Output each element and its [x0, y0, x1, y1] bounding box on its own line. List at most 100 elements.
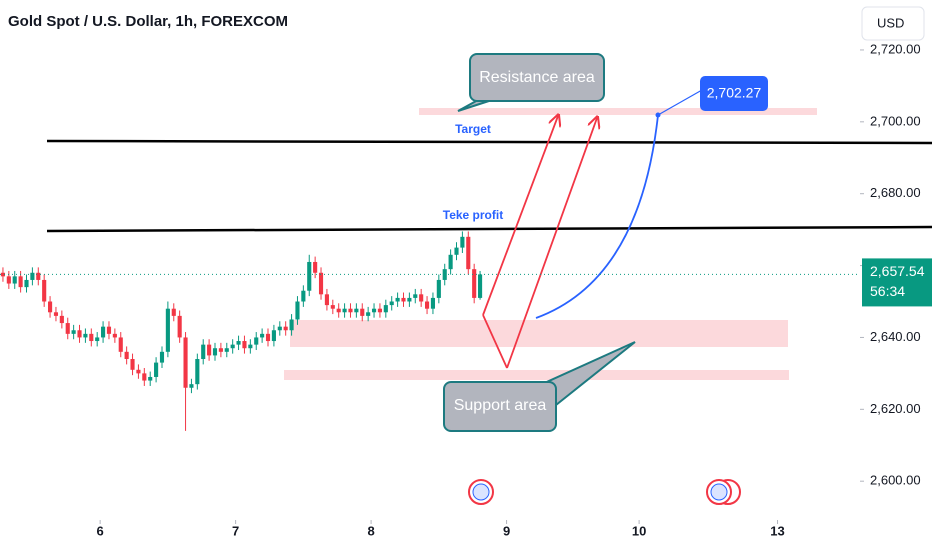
arrow [482, 314, 508, 369]
candle-body [53, 312, 59, 316]
candle-body [207, 344, 212, 356]
candle-body [83, 333, 88, 338]
candle-body [436, 279, 441, 298]
candle-body [430, 297, 436, 309]
candle-body [130, 359, 135, 370]
price-label: 2,702.27 [707, 85, 762, 101]
arrow [506, 118, 597, 369]
drawings [46, 108, 932, 380]
support-zone [284, 370, 789, 380]
y-tick-label: 2,700.00 [870, 113, 921, 128]
candle-body [478, 274, 483, 298]
candle-body [189, 384, 194, 388]
candle-body [377, 308, 382, 313]
x-tick-label: 7 [232, 523, 239, 538]
candle-body [159, 351, 165, 363]
candle-body [348, 308, 353, 313]
candle-body [260, 333, 265, 338]
level-line [46, 225, 932, 233]
callout [469, 53, 605, 102]
candle-body [301, 290, 306, 302]
y-tick-label: 2,720.00 [870, 41, 921, 56]
candle-body [401, 297, 406, 302]
candle-body [136, 369, 141, 374]
support-zone [290, 320, 788, 347]
candle-body [424, 301, 430, 309]
candle-body [295, 301, 300, 320]
candle-body [89, 333, 94, 342]
candle-body [307, 261, 312, 291]
candle-body [271, 330, 276, 342]
candle-body [265, 333, 271, 342]
candle-body [366, 312, 371, 316]
annotation: Teke profit [443, 208, 503, 222]
chart-title: Gold Spot / U.S. Dollar, 1h, FOREXCOM [8, 13, 288, 30]
axes: 2,600.002,620.002,640.002,660.002,680.00… [0, 41, 932, 538]
candle-body [101, 326, 106, 338]
candle-body [354, 308, 359, 313]
candles [0, 231, 483, 431]
candle-body [95, 337, 100, 342]
candle-body [383, 305, 388, 313]
candle-body [106, 326, 112, 334]
candle-body [413, 294, 418, 298]
x-tick-label: 13 [770, 523, 784, 538]
candle-body [195, 359, 200, 385]
callout-text: Support area [454, 397, 547, 414]
arrow [482, 116, 558, 316]
candle-body [342, 308, 347, 313]
pointer [657, 89, 703, 116]
y-tick-label: 2,680.00 [870, 185, 921, 200]
callout-pointer [457, 99, 493, 112]
candle-body [30, 272, 35, 280]
y-tick-label: 2,640.00 [870, 329, 921, 344]
candle-body [124, 351, 129, 360]
candle-body [371, 308, 377, 313]
candle-body [212, 348, 218, 356]
candle-body [171, 308, 176, 316]
candle-body [118, 337, 123, 352]
event-icon [468, 479, 494, 505]
candle-body [277, 326, 282, 331]
candle-body [12, 276, 17, 284]
candle-body [24, 279, 29, 288]
callout [443, 381, 557, 432]
last-price-label: 2,657.54 [870, 263, 925, 279]
candle-body [460, 236, 465, 248]
candle-body [224, 348, 229, 352]
x-tick-label: 6 [97, 523, 104, 538]
y-tick-label: 2,620.00 [870, 401, 921, 416]
candle-body [407, 297, 412, 302]
candle-body [254, 337, 259, 345]
y-tick-label: 2,600.00 [870, 473, 921, 488]
candle-body [466, 236, 471, 270]
candle-body [177, 315, 182, 338]
candle-body [236, 341, 241, 345]
candle-body [165, 308, 170, 352]
candle-body [148, 376, 153, 381]
candle-body [201, 344, 206, 360]
projection-curve [535, 114, 659, 319]
overlay: 2,702.27 Resistance area Support area Ta… [443, 53, 768, 505]
candle-body [242, 341, 247, 349]
candle-body [230, 344, 235, 349]
candle-body [448, 254, 453, 270]
candle-body [77, 330, 82, 338]
candle-body [48, 301, 53, 313]
candle-body [65, 323, 70, 334]
candle-body [154, 362, 159, 377]
candle-body [330, 305, 335, 309]
candle-body [419, 294, 424, 302]
x-tick-label: 9 [503, 523, 510, 538]
candle-body [454, 247, 459, 255]
candle-body [360, 308, 365, 316]
candle-body [395, 297, 400, 302]
currency: USD [877, 15, 904, 30]
candle-body [18, 276, 23, 288]
currency-box[interactable] [861, 6, 925, 41]
x-tick-label: 10 [632, 523, 646, 538]
candle-body [289, 319, 294, 331]
callout-text: Resistance area [479, 69, 595, 86]
level-line [46, 139, 932, 145]
